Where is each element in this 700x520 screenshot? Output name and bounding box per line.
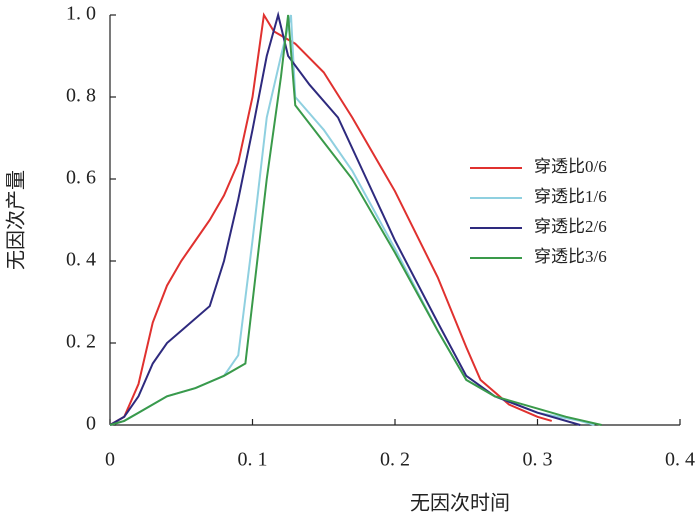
y-tick-label: 1. 0 xyxy=(66,3,96,25)
data-line xyxy=(109,12,553,426)
data-line xyxy=(109,14,602,426)
y-tick-label: 0 xyxy=(86,413,96,435)
legend-label: 穿透比0/6 xyxy=(534,157,607,176)
x-axis-label: 无因次时间 xyxy=(410,492,510,515)
data-line xyxy=(109,11,581,426)
x-tick-label: 0 xyxy=(105,449,115,471)
y-axis-label: 无因次产量 xyxy=(5,170,28,270)
x-tick-label: 0. 2 xyxy=(380,449,410,471)
y-tick-label: 0. 2 xyxy=(66,331,96,353)
x-tick-label: 0. 1 xyxy=(238,449,268,471)
x-tick-label: 0. 3 xyxy=(523,449,553,471)
legend-label: 穿透比3/6 xyxy=(534,247,607,266)
y-tick-label: 0. 6 xyxy=(66,167,96,189)
legend-label: 穿透比2/6 xyxy=(534,217,607,236)
legend-label: 穿透比1/6 xyxy=(534,187,607,206)
x-tick-label: 0. 4 xyxy=(665,449,695,471)
y-tick-label: 0. 4 xyxy=(66,249,96,271)
data-line xyxy=(109,14,595,426)
y-tick-label: 0. 8 xyxy=(66,85,96,107)
